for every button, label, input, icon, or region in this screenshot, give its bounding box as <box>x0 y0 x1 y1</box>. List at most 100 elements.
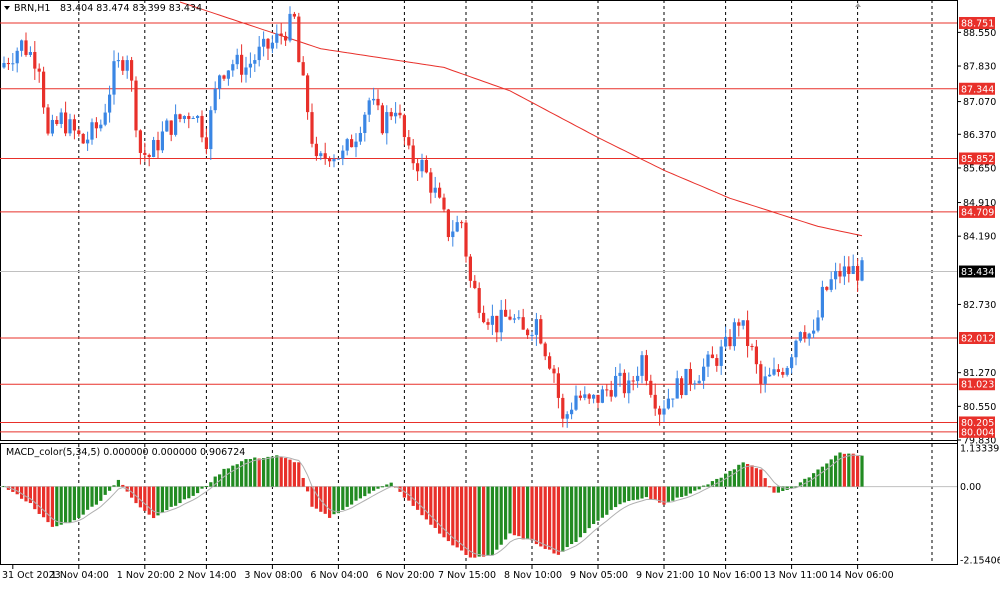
macd-bar <box>776 486 780 493</box>
price-tick-label: 81.270 <box>963 368 996 379</box>
candle-body <box>618 372 622 376</box>
candle-body <box>226 70 230 79</box>
macd-bar <box>20 486 24 499</box>
macd-bar <box>724 473 728 487</box>
macd-bar <box>781 486 785 492</box>
candle-body <box>499 309 503 333</box>
macd-bar <box>385 484 389 487</box>
candle-body <box>521 317 525 330</box>
macd-bar <box>222 468 226 487</box>
candle-body <box>737 322 741 326</box>
macd-bar <box>680 486 684 497</box>
candle-body <box>191 118 195 120</box>
candle-body <box>376 98 380 106</box>
chevron-down-icon[interactable] <box>4 6 10 10</box>
candle-body <box>6 62 10 65</box>
symbol-label: BRN,H1 <box>14 3 50 14</box>
candle-body <box>24 40 28 55</box>
candles <box>2 6 864 428</box>
macd-bar <box>807 477 811 487</box>
macd-bar <box>605 486 609 515</box>
macd-bar <box>521 486 525 540</box>
candle-body <box>710 354 714 359</box>
macd-bar <box>108 486 112 491</box>
macd-tick-label: -2.15406 <box>960 556 1000 567</box>
candle-body <box>451 231 455 238</box>
macd-bar <box>829 459 833 487</box>
macd-tick-label: 1.13339 <box>960 443 999 454</box>
candle-body <box>504 309 508 317</box>
price-tick-label: 82.730 <box>963 300 996 311</box>
chart-menu-arrow-icon[interactable] <box>855 3 861 7</box>
macd-bar <box>592 486 596 525</box>
candle-body <box>165 120 169 132</box>
candle-body <box>341 150 345 159</box>
price-tick-label: 87.830 <box>963 62 996 73</box>
candle-body <box>644 355 648 381</box>
macd-bar <box>319 486 323 512</box>
macd-bar <box>539 486 543 547</box>
macd-bar <box>530 486 534 541</box>
macd-bar <box>292 462 296 487</box>
candle-body <box>622 372 626 394</box>
macd-bar <box>684 486 688 496</box>
candle-body <box>134 80 138 131</box>
candle-body <box>785 367 789 375</box>
candle-body <box>367 100 371 115</box>
candle-body <box>20 40 24 51</box>
macd-bar <box>442 486 446 538</box>
candle-body <box>592 394 596 399</box>
price-tick-label: 88.550 <box>963 28 996 39</box>
candle-body <box>336 158 340 160</box>
candle-body <box>680 378 684 396</box>
macd-bar <box>504 486 508 540</box>
macd-bar <box>636 486 640 500</box>
candle-body <box>464 222 468 257</box>
macd-bar <box>737 464 741 487</box>
candle-body <box>460 222 464 224</box>
candle-body <box>306 75 310 113</box>
macd-bar <box>640 486 644 499</box>
candle-body <box>420 159 424 172</box>
macd-bar <box>55 486 59 527</box>
macd-bar <box>81 486 85 515</box>
price-tick-label: 86.370 <box>963 130 996 141</box>
macd-bar <box>759 469 763 487</box>
macd-bar <box>552 486 556 554</box>
macd-bar <box>182 486 186 500</box>
price-tick-label: 87.070 <box>963 97 996 108</box>
candle-body <box>86 139 90 144</box>
candle-body <box>248 63 252 68</box>
macd-bar <box>750 465 754 487</box>
candle-body <box>50 119 54 134</box>
macd-bar <box>631 486 635 501</box>
candle-body <box>653 394 657 409</box>
macd-bar <box>213 476 217 487</box>
macd-bar <box>662 486 666 505</box>
macd-bar <box>856 456 860 487</box>
candle-body <box>42 71 46 108</box>
macd-bar <box>323 486 327 514</box>
candle-body <box>539 319 543 344</box>
candle-body <box>688 368 692 384</box>
price-axis-labels: 88.550 87.830 87.070 86.370 85.650 84.910 84.1… <box>957 28 996 447</box>
macd-bar <box>328 486 332 518</box>
macd-bar <box>666 486 670 503</box>
macd-bar <box>618 486 622 505</box>
candle-body <box>552 368 556 374</box>
macd-bar <box>565 486 569 548</box>
macd-bar <box>820 466 824 487</box>
macd-bar <box>134 486 138 504</box>
macd-bar <box>297 462 301 487</box>
candle-body <box>270 42 274 49</box>
candle-body <box>292 13 296 17</box>
candle-body <box>81 133 85 144</box>
time-tick-label: 6 Nov 20:00 <box>376 570 434 581</box>
candle-body <box>314 143 318 157</box>
macd-bar <box>587 486 591 529</box>
macd-bar <box>288 459 292 487</box>
candle-body <box>583 394 587 398</box>
level-tag-label: 80.004 <box>961 427 994 438</box>
candle-body <box>143 152 147 155</box>
